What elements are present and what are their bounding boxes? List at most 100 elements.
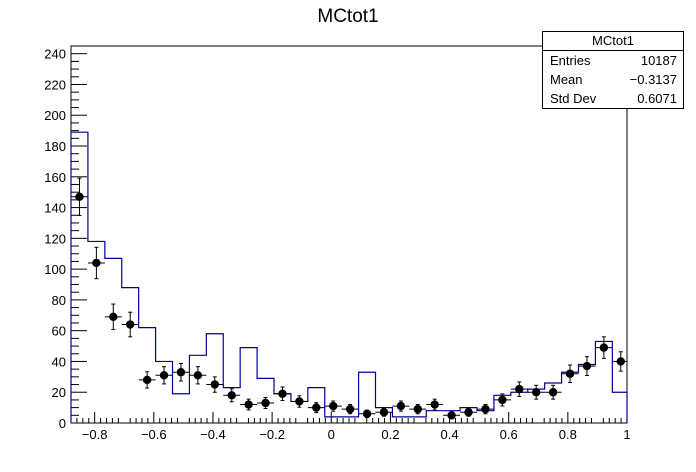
data-point xyxy=(109,312,118,322)
data-point-group xyxy=(240,398,258,411)
data-point-group xyxy=(460,407,477,417)
data-point xyxy=(345,404,355,414)
data-point xyxy=(447,411,456,420)
x-tick-label: −0.4 xyxy=(200,427,226,442)
data-point-group xyxy=(341,404,359,415)
y-tick-label: 240 xyxy=(44,47,66,62)
data-point-group xyxy=(138,371,156,389)
data-point xyxy=(193,371,203,380)
data-point-group xyxy=(578,356,596,376)
data-point-group xyxy=(392,400,410,412)
data-point xyxy=(261,398,270,408)
data-point-group xyxy=(510,381,528,397)
x-tick-label: 0 xyxy=(328,427,335,442)
data-point xyxy=(498,395,507,405)
data-point xyxy=(379,408,389,417)
y-tick-label: 120 xyxy=(44,231,66,246)
data-point-group xyxy=(595,336,613,359)
data-point xyxy=(210,380,219,389)
data-point-group xyxy=(290,395,308,408)
data-point-group xyxy=(223,388,241,403)
data-point-group xyxy=(493,393,511,407)
data-point-group xyxy=(443,411,461,420)
data-point-group xyxy=(155,366,173,385)
y-tick-label: 100 xyxy=(44,262,66,277)
entries-label: Entries xyxy=(550,53,591,68)
data-point xyxy=(396,401,406,411)
data-point xyxy=(599,343,609,352)
data-point-group xyxy=(307,402,325,414)
x-tick-label: 0.8 xyxy=(559,427,577,442)
y-tick-label: 160 xyxy=(44,170,66,185)
data-point-group xyxy=(206,376,224,393)
data-point xyxy=(278,389,287,398)
data-points xyxy=(71,177,627,420)
data-point-group xyxy=(121,311,139,338)
data-point xyxy=(329,401,338,411)
data-point-group xyxy=(375,407,393,417)
data-point-group xyxy=(426,398,444,411)
data-point-group xyxy=(476,404,494,415)
stats-box-title: MCtot1 xyxy=(543,32,683,51)
data-point xyxy=(295,397,304,406)
y-tick-label: 140 xyxy=(44,201,66,216)
data-point xyxy=(362,409,372,418)
data-point xyxy=(142,375,152,385)
data-point-group xyxy=(71,177,88,216)
data-point-group xyxy=(324,400,342,412)
data-point-group xyxy=(273,386,291,402)
data-point xyxy=(176,368,186,377)
stats-entries-row: Entries 10187 xyxy=(543,51,683,70)
data-point-group xyxy=(527,384,545,400)
stddev-label: Std Dev xyxy=(550,91,597,106)
data-point-group xyxy=(189,366,207,385)
x-tick-label: −0.2 xyxy=(259,427,285,442)
data-point xyxy=(75,192,84,201)
data-point xyxy=(430,400,439,409)
y-tick-label: 20 xyxy=(52,385,66,400)
y-tick-label: 40 xyxy=(52,354,66,369)
data-point-group xyxy=(612,351,627,372)
x-tick-label: 0.4 xyxy=(441,427,459,442)
data-point-group xyxy=(87,246,105,280)
data-point-group xyxy=(409,404,427,415)
data-point xyxy=(582,361,592,371)
data-point-group xyxy=(561,364,579,384)
mean-value: −0.3137 xyxy=(629,72,677,87)
data-point-group xyxy=(358,409,376,418)
chart-title: MCtot1 xyxy=(317,6,379,27)
data-point xyxy=(532,388,541,397)
data-point-group xyxy=(172,362,190,382)
data-point xyxy=(481,404,490,414)
x-tick-label: −0.8 xyxy=(82,427,108,442)
x-tick-label: 0.2 xyxy=(381,427,399,442)
y-tick-label: 200 xyxy=(44,108,66,123)
mc-histogram-line xyxy=(70,131,628,423)
mean-label: Mean xyxy=(550,72,583,87)
data-point xyxy=(227,391,236,400)
data-point xyxy=(413,404,422,414)
x-tick-label: −0.6 xyxy=(141,427,167,442)
entries-value: 10187 xyxy=(640,53,677,68)
x-tick-label: 1 xyxy=(623,427,630,442)
y-tick-label: 180 xyxy=(44,139,66,154)
data-point xyxy=(244,400,253,409)
x-tick-label: 0.6 xyxy=(500,427,518,442)
data-point xyxy=(126,320,135,329)
y-tick-label: 220 xyxy=(44,77,66,92)
data-point-group xyxy=(257,396,274,410)
data-point-group xyxy=(104,303,122,331)
data-point xyxy=(159,371,169,380)
data-point xyxy=(464,408,473,417)
stats-stddev-row: Std Dev 0.6071 xyxy=(543,89,683,108)
y-tick-label: 0 xyxy=(59,416,66,431)
data-point-group xyxy=(544,384,562,400)
y-tick-label: 60 xyxy=(52,324,66,339)
stats-box: MCtot1 Entries 10187 Mean −0.3137 Std De… xyxy=(542,31,684,109)
data-point xyxy=(312,403,321,412)
data-point xyxy=(565,369,575,378)
stddev-value: 0.6071 xyxy=(637,91,677,106)
data-point xyxy=(515,384,524,394)
